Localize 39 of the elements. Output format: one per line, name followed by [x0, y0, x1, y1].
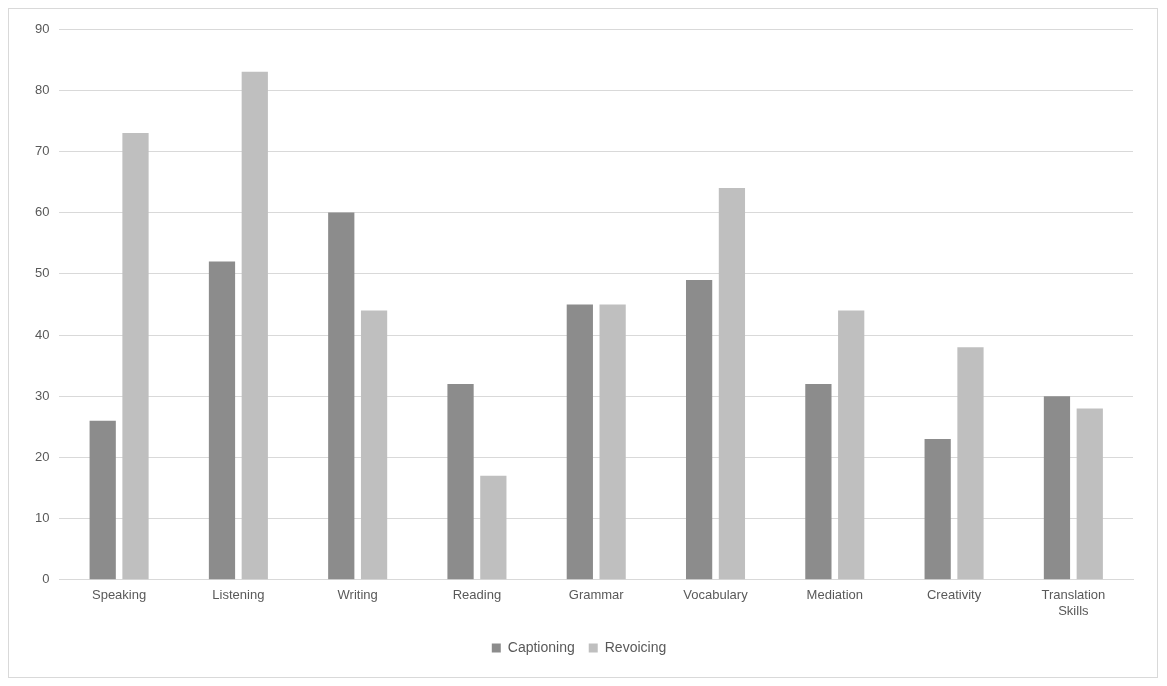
y-tick-label: 80	[34, 81, 50, 97]
x-tick-label: Speaking	[91, 587, 147, 603]
bar	[241, 71, 268, 580]
x-tick-label: Mediation	[806, 587, 863, 603]
bar	[447, 383, 474, 580]
bar	[718, 188, 746, 580]
bar	[566, 304, 593, 580]
x-tick-label: Vocabulary	[683, 587, 749, 603]
y-tick-label: 20	[34, 448, 50, 464]
y-tick-label: 10	[34, 510, 50, 526]
y-tick-label: 90	[34, 20, 50, 36]
y-tick-label: 50	[34, 265, 50, 281]
x-tick-label: Creativity	[926, 587, 982, 603]
x-tick-label: Grammar	[568, 587, 625, 603]
bar	[328, 212, 355, 580]
bar	[89, 420, 116, 580]
x-tick-label: Reading	[452, 587, 502, 603]
bar	[957, 347, 984, 580]
bar	[685, 279, 713, 580]
x-tick-label: Translation Skills	[1041, 587, 1106, 618]
bar	[924, 439, 951, 580]
y-tick-label: 70	[34, 142, 50, 158]
bar	[1076, 408, 1103, 580]
y-tick-label: 30	[34, 387, 50, 403]
legend-label: Captioning	[507, 638, 575, 655]
bar	[805, 383, 832, 580]
y-tick-label: 40	[34, 326, 50, 342]
x-tick-label: Listening	[212, 587, 265, 603]
bar	[1043, 396, 1071, 580]
y-tick-label: 60	[34, 204, 50, 220]
bar	[360, 310, 388, 580]
bar	[838, 310, 865, 580]
bar	[122, 133, 149, 580]
bar	[480, 475, 507, 580]
legend-label: Revoicing	[604, 638, 667, 655]
y-tick-label: 0	[42, 571, 50, 587]
bar	[208, 261, 236, 580]
bar	[599, 304, 626, 580]
x-tick-label: Writing	[337, 587, 378, 603]
